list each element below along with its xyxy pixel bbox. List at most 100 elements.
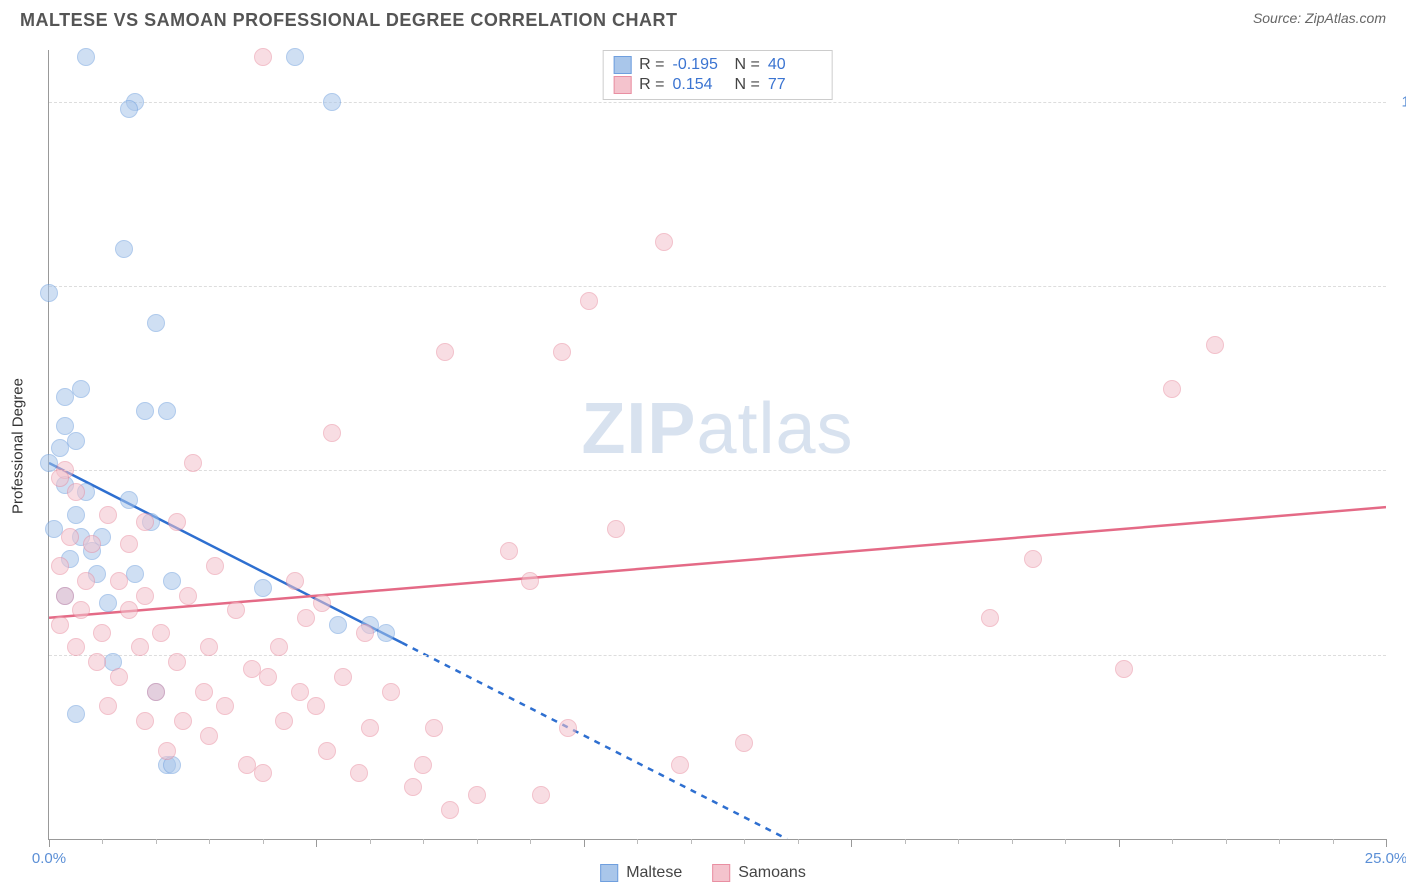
data-point: [99, 697, 117, 715]
legend-swatch: [613, 76, 631, 94]
data-point: [56, 388, 74, 406]
stat-r-label: R =: [639, 76, 664, 94]
legend-item: Samoans: [712, 864, 806, 882]
data-point: [270, 638, 288, 656]
data-point: [382, 683, 400, 701]
data-point: [110, 668, 128, 686]
x-tick-minor: [1333, 839, 1334, 844]
data-point: [67, 506, 85, 524]
data-point: [441, 801, 459, 819]
stat-r-label: R =: [639, 56, 664, 74]
data-point: [136, 712, 154, 730]
x-tick-minor: [263, 839, 264, 844]
x-tick-minor: [637, 839, 638, 844]
data-point: [414, 756, 432, 774]
data-point: [655, 233, 673, 251]
data-point: [147, 683, 165, 701]
data-point: [254, 48, 272, 66]
data-point: [286, 48, 304, 66]
data-point: [735, 734, 753, 752]
data-point: [377, 624, 395, 642]
y-tick-label: 2.5%: [1392, 646, 1406, 663]
data-point: [553, 343, 571, 361]
data-point: [580, 292, 598, 310]
data-point: [147, 314, 165, 332]
x-tick: [316, 839, 317, 847]
data-point: [356, 624, 374, 642]
x-tick-minor: [744, 839, 745, 844]
data-point: [120, 601, 138, 619]
data-point: [297, 609, 315, 627]
chart-area: ZIPatlas R =-0.195N =40R =0.154N =77 2.5…: [48, 50, 1386, 840]
data-point: [99, 506, 117, 524]
data-point: [126, 565, 144, 583]
data-point: [51, 469, 69, 487]
x-tick-minor: [530, 839, 531, 844]
y-axis-label: Professional Degree: [10, 378, 27, 514]
x-tick-minor: [477, 839, 478, 844]
data-point: [51, 439, 69, 457]
legend-item: Maltese: [600, 864, 682, 882]
data-point: [227, 601, 245, 619]
series-legend: Maltese Samoans: [600, 864, 806, 882]
data-point: [120, 535, 138, 553]
data-point: [77, 572, 95, 590]
x-tick-label: 0.0%: [32, 850, 66, 867]
x-tick-minor: [958, 839, 959, 844]
trend-line: [402, 643, 787, 839]
x-tick-minor: [156, 839, 157, 844]
source-label: Source: ZipAtlas.com: [1253, 10, 1386, 26]
data-point: [200, 727, 218, 745]
x-tick-minor: [370, 839, 371, 844]
data-point: [436, 343, 454, 361]
watermark: ZIPatlas: [581, 388, 853, 470]
data-point: [67, 705, 85, 723]
x-tick-label: 25.0%: [1365, 850, 1406, 867]
gridline: [49, 102, 1386, 103]
x-tick-minor: [102, 839, 103, 844]
stat-r-value: -0.195: [673, 56, 727, 74]
plot-region: ZIPatlas R =-0.195N =40R =0.154N =77 2.5…: [48, 50, 1386, 840]
data-point: [51, 557, 69, 575]
chart-title: MALTESE VS SAMOAN PROFESSIONAL DEGREE CO…: [20, 10, 678, 31]
data-point: [350, 764, 368, 782]
data-point: [168, 653, 186, 671]
data-point: [607, 520, 625, 538]
x-tick: [49, 839, 50, 847]
data-point: [195, 683, 213, 701]
gridline: [49, 286, 1386, 287]
data-point: [216, 697, 234, 715]
data-point: [323, 93, 341, 111]
trend-line: [49, 463, 402, 643]
data-point: [67, 483, 85, 501]
data-point: [115, 240, 133, 258]
data-point: [152, 624, 170, 642]
data-point: [158, 742, 176, 760]
gridline: [49, 470, 1386, 471]
x-tick: [1119, 839, 1120, 847]
data-point: [72, 601, 90, 619]
y-tick-label: 7.5%: [1392, 277, 1406, 294]
data-point: [254, 579, 272, 597]
data-point: [500, 542, 518, 560]
data-point: [131, 638, 149, 656]
x-tick: [1386, 839, 1387, 847]
x-tick-minor: [1172, 839, 1173, 844]
data-point: [184, 454, 202, 472]
data-point: [99, 594, 117, 612]
stat-n-value: 77: [768, 76, 822, 94]
data-point: [168, 513, 186, 531]
x-tick-minor: [1012, 839, 1013, 844]
data-point: [83, 535, 101, 553]
stat-n-value: 40: [768, 56, 822, 74]
data-point: [93, 624, 111, 642]
data-point: [313, 594, 331, 612]
stats-row: R =0.154N =77: [613, 75, 822, 95]
data-point: [532, 786, 550, 804]
x-tick-minor: [209, 839, 210, 844]
data-point: [259, 668, 277, 686]
data-point: [334, 668, 352, 686]
data-point: [136, 402, 154, 420]
data-point: [559, 719, 577, 737]
data-point: [136, 587, 154, 605]
